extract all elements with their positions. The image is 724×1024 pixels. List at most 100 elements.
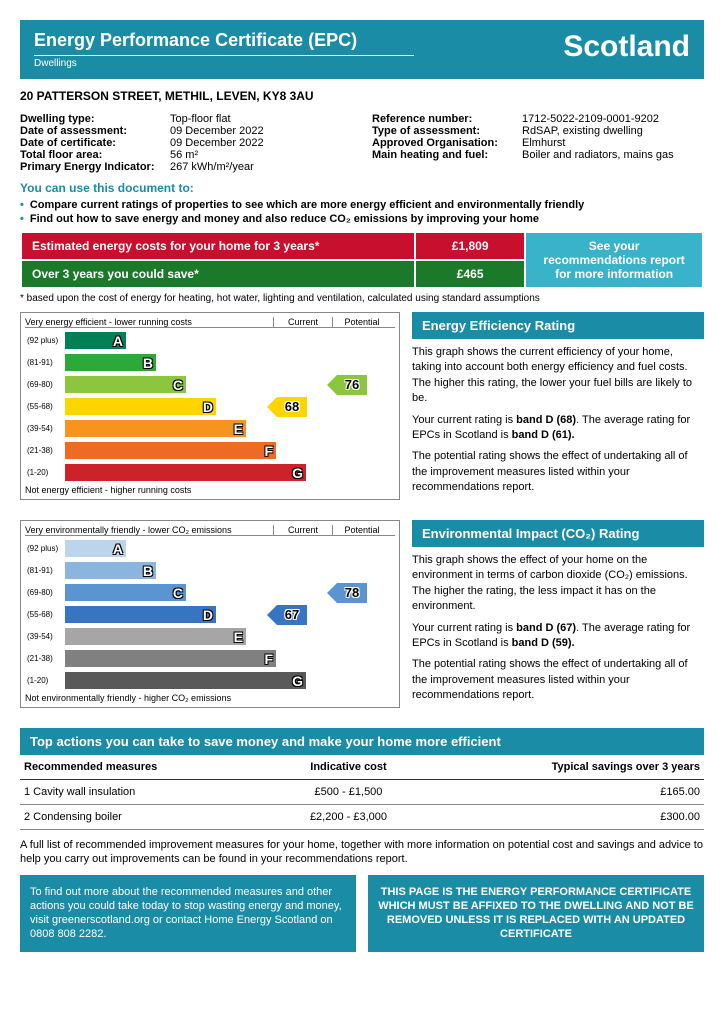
band-range: (81-91) (25, 566, 65, 575)
band-bar-c: C (65, 376, 186, 393)
col-potential: Potential (332, 317, 391, 327)
environmental-rating-header: Environmental Impact (CO₂) Rating (412, 520, 704, 547)
measure-cell: 1 Cavity wall insulation (20, 780, 272, 805)
cost-footnote: * based upon the cost of energy for heat… (20, 293, 704, 304)
env-para2: Your current rating is band D (67). The … (412, 621, 704, 652)
band-bar-b: B (65, 354, 156, 371)
chart-bottom-label: Not energy efficient - higher running co… (25, 485, 395, 495)
rating-marker: 67 (277, 605, 307, 625)
rating-marker: 76 (337, 375, 367, 395)
band-bar-f: F (65, 442, 276, 459)
measure-cell: 2 Condensing boiler (20, 805, 272, 830)
band-range: (1-20) (25, 676, 65, 685)
band-bar-b: B (65, 562, 156, 579)
actions-table: Recommended measures Indicative cost Typ… (20, 755, 704, 830)
band-bar-e: E (65, 420, 246, 437)
region-label: Scotland (563, 30, 690, 64)
col-current: Current (273, 317, 332, 327)
ref-value: 1712-5022-2109-0001-9202 (522, 113, 659, 125)
band-range: (21-38) (25, 446, 65, 455)
env-para1: This graph shows the effect of your home… (412, 553, 704, 615)
band-range: (92 plus) (25, 544, 65, 553)
col-current: Current (273, 525, 332, 535)
floor-area-label: Total floor area: (20, 149, 170, 161)
assessment-date: 09 December 2022 (170, 125, 264, 137)
org-value: Elmhurst (522, 137, 565, 149)
band-bar-d: D (65, 606, 216, 623)
dwelling-type: Top-floor flat (170, 113, 231, 125)
recommendations-info: See your recommendations report for more… (526, 233, 702, 287)
band-bar-a: A (65, 540, 126, 557)
savings-cell: £300.00 (425, 805, 705, 830)
type-value: RdSAP, existing dwelling (522, 125, 643, 137)
cost-table: Estimated energy costs for your home for… (20, 231, 704, 289)
env-top-label: Very environmentally friendly - lower CO… (25, 525, 273, 535)
band-bar-c: C (65, 584, 186, 601)
eff-para2: Your current rating is band D (68). The … (412, 413, 704, 444)
type-label: Type of assessment: (372, 125, 522, 137)
actions-col-savings: Typical savings over 3 years (425, 755, 705, 780)
property-details: Dwelling type:Top-floor flat Date of ass… (20, 113, 704, 173)
table-row: 1 Cavity wall insulation£500 - £1,500£16… (20, 780, 704, 805)
estimated-cost-value: £1,809 (416, 233, 524, 259)
doc-title: Energy Performance Certificate (EPC) (34, 30, 414, 51)
save-value: £465 (416, 261, 524, 287)
environmental-chart: Very environmentally friendly - lower CO… (20, 520, 400, 708)
usage-bullet-2: •Find out how to save energy and money a… (20, 213, 704, 225)
top-actions-header: Top actions you can take to save money a… (20, 728, 704, 755)
ref-label: Reference number: (372, 113, 522, 125)
assessment-date-label: Date of assessment: (20, 125, 170, 137)
info-box-left: To find out more about the recommended m… (20, 875, 356, 952)
band-range: (39-54) (25, 424, 65, 433)
rating-marker: 78 (337, 583, 367, 603)
band-range: (69-80) (25, 588, 65, 597)
efficiency-rating-header: Energy Efficiency Rating (412, 312, 704, 339)
usage-bullet-1: •Compare current ratings of properties t… (20, 199, 704, 211)
info-box-right: THIS PAGE IS THE ENERGY PERFORMANCE CERT… (368, 875, 704, 952)
band-range: (81-91) (25, 358, 65, 367)
pei-label: Primary Energy Indicator: (20, 161, 170, 173)
band-range: (69-80) (25, 380, 65, 389)
band-bar-a: A (65, 332, 126, 349)
band-range: (39-54) (25, 632, 65, 641)
band-range: (92 plus) (25, 336, 65, 345)
estimated-cost-label: Estimated energy costs for your home for… (22, 233, 414, 259)
band-range: (55-68) (25, 610, 65, 619)
header-divider (34, 55, 414, 56)
chart-top-label: Very energy efficient - lower running co… (25, 317, 273, 327)
certificate-date: 09 December 2022 (170, 137, 264, 149)
org-label: Approved Organisation: (372, 137, 522, 149)
actions-col-cost: Indicative cost (272, 755, 424, 780)
env-para3: The potential rating shows the effect of… (412, 657, 704, 703)
col-potential: Potential (332, 525, 391, 535)
eff-para3: The potential rating shows the effect of… (412, 449, 704, 495)
band-bar-g: G (65, 464, 306, 481)
band-range: (21-38) (25, 654, 65, 663)
save-label: Over 3 years you could save* (22, 261, 414, 287)
usage-title: You can use this document to: (20, 181, 704, 195)
actions-col-measures: Recommended measures (20, 755, 272, 780)
band-range: (55-68) (25, 402, 65, 411)
savings-cell: £165.00 (425, 780, 705, 805)
floor-area: 56 m² (170, 149, 198, 161)
heating-value: Boiler and radiators, mains gas (522, 149, 674, 161)
cost-cell: £2,200 - £3,000 (272, 805, 424, 830)
band-bar-d: D (65, 398, 216, 415)
property-address: 20 PATTERSON STREET, METHIL, LEVEN, KY8 … (20, 89, 704, 103)
certificate-date-label: Date of certificate: (20, 137, 170, 149)
efficiency-chart: Very energy efficient - lower running co… (20, 312, 400, 500)
eff-para1: This graph shows the current efficiency … (412, 345, 704, 407)
heating-label: Main heating and fuel: (372, 149, 522, 161)
pei-value: 267 kWh/m²/year (170, 161, 254, 173)
band-bar-e: E (65, 628, 246, 645)
env-bottom-label: Not environmentally friendly - higher CO… (25, 693, 395, 703)
dwelling-type-label: Dwelling type: (20, 113, 170, 125)
band-range: (1-20) (25, 468, 65, 477)
cost-cell: £500 - £1,500 (272, 780, 424, 805)
table-row: 2 Condensing boiler£2,200 - £3,000£300.0… (20, 805, 704, 830)
band-bar-f: F (65, 650, 276, 667)
doc-subtitle: Dwellings (34, 58, 414, 69)
actions-para: A full list of recommended improvement m… (20, 838, 704, 867)
band-bar-g: G (65, 672, 306, 689)
header-bar: Energy Performance Certificate (EPC) Dwe… (20, 20, 704, 79)
